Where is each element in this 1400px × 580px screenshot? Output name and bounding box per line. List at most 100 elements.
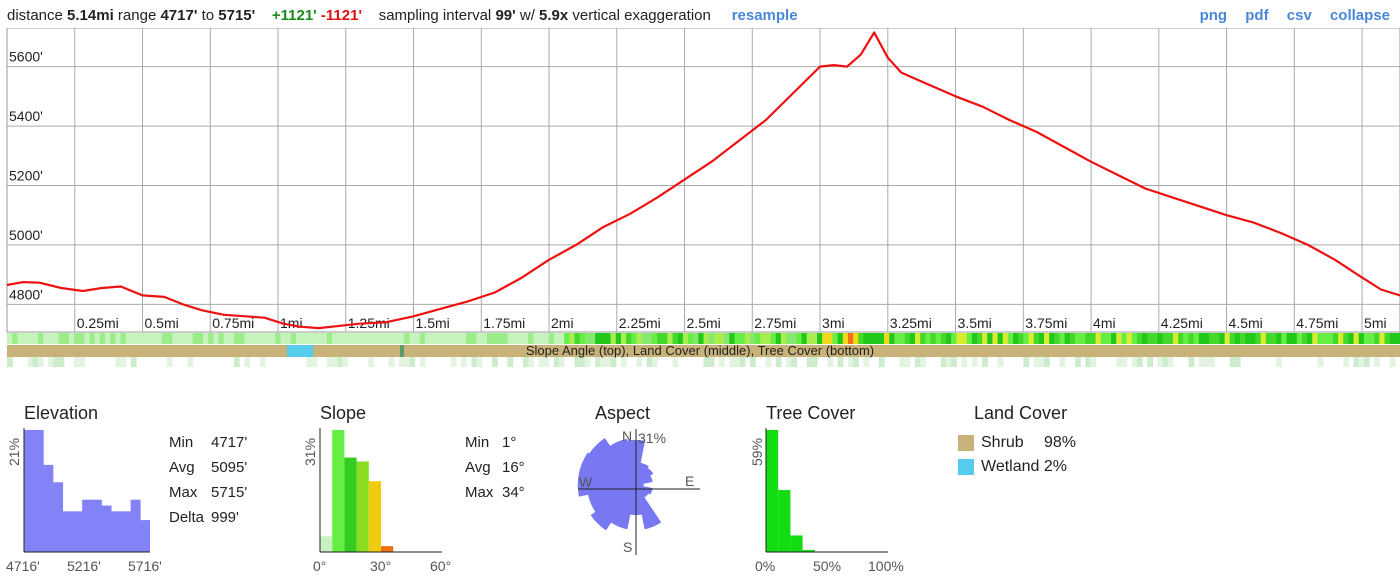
slope-segment xyxy=(662,333,668,344)
aspect-petal xyxy=(635,484,662,530)
slope-segment xyxy=(368,333,374,344)
tree-cover-segment xyxy=(419,357,426,367)
x-tick-label: 0.5mi xyxy=(145,315,179,331)
slope-segment xyxy=(548,333,555,344)
slope-segment xyxy=(827,333,834,344)
tree-cover-segment xyxy=(863,357,870,367)
slope-segment xyxy=(1188,333,1195,344)
shrub-swatch xyxy=(958,435,974,451)
slope-segment xyxy=(873,333,880,344)
slope-segment xyxy=(806,333,813,344)
tree-tick-mid: 50% xyxy=(813,558,842,574)
tree-cover-segment xyxy=(1023,357,1030,367)
tree-cover-segment xyxy=(559,357,565,367)
slope-segment xyxy=(161,333,168,344)
slope-segment xyxy=(636,333,643,344)
slope-segment xyxy=(321,333,328,344)
resample-link[interactable]: resample xyxy=(731,7,798,24)
elevation-histogram xyxy=(23,428,150,553)
elevation-profile-chart[interactable]: 4800' 5000' 5200' 5400' 5600' 0.25mi 0.5mi 0.75… xyxy=(0,28,1400,333)
slope-segment xyxy=(847,333,854,344)
tree-tick-max: 100% xyxy=(868,558,904,574)
land-cover-other-segment xyxy=(400,345,404,357)
elevation-hist-bar xyxy=(140,520,150,552)
slope-segment xyxy=(786,333,792,344)
slope-segment xyxy=(739,333,746,344)
range-max: 5715' xyxy=(218,7,256,24)
slope-segment xyxy=(1111,333,1117,344)
interval-label: sampling interval xyxy=(378,7,492,24)
aspect-petal xyxy=(609,438,637,486)
elevation-hist-bar xyxy=(62,511,73,552)
slope-segment xyxy=(445,333,452,344)
slope-segment xyxy=(316,333,323,344)
tree-cover-segment xyxy=(1085,357,1092,367)
tree-cover-segment xyxy=(1131,357,1138,367)
slope-segment xyxy=(1369,333,1375,344)
slope-hist-bar xyxy=(368,481,381,552)
slope-segment xyxy=(234,333,240,344)
pdf-link[interactable]: pdf xyxy=(1245,7,1269,24)
tree-cover-segment xyxy=(1116,357,1122,367)
tree-cover-segment xyxy=(1188,357,1195,367)
slope-segment xyxy=(703,333,710,344)
slope-segment xyxy=(461,333,467,344)
slope-segment xyxy=(755,333,761,344)
slope-segment xyxy=(976,333,983,344)
slope-segment xyxy=(383,333,390,344)
slope-segment xyxy=(595,333,601,344)
slope-segment xyxy=(166,333,173,344)
slope-segment xyxy=(270,333,276,344)
slope-segment xyxy=(1214,333,1221,344)
tree-cover-segment xyxy=(827,357,834,367)
slope-segment xyxy=(1322,333,1329,344)
slope-hist-bar xyxy=(381,546,394,552)
slope-segment xyxy=(27,333,34,344)
png-link[interactable]: png xyxy=(1199,7,1228,24)
slope-segment xyxy=(878,333,885,344)
slope-segment xyxy=(290,333,297,344)
slope-segment xyxy=(564,333,570,344)
tree-hist-max-label: 59% xyxy=(749,437,765,466)
slope-segment xyxy=(1307,333,1313,344)
slope-segment xyxy=(574,333,581,344)
x-tick-label: 0.25mi xyxy=(77,315,119,331)
slope-segment xyxy=(68,333,75,344)
slope-segment xyxy=(280,333,287,344)
tree-cover-segment xyxy=(636,357,643,367)
slope-segment xyxy=(404,333,411,344)
slope-segment xyxy=(1121,333,1128,344)
slope-segment xyxy=(791,333,797,344)
tree-cover-hist-bar xyxy=(778,489,791,552)
slope-segment xyxy=(414,333,421,344)
slope-segment xyxy=(1312,333,1319,344)
slope-segment xyxy=(1157,333,1164,344)
csv-link[interactable]: csv xyxy=(1286,7,1312,24)
profile-summary: distance 5.14mi range 4717' to 5715' +11… xyxy=(7,0,798,32)
export-links: png pdf csv collapse xyxy=(1186,0,1390,32)
tree-cover-segment xyxy=(187,357,194,367)
tree-cover-segment xyxy=(476,357,483,367)
tree-cover-segment xyxy=(1136,357,1143,367)
slope-segment xyxy=(1069,333,1076,344)
slope-segment xyxy=(631,333,638,344)
slope-segment xyxy=(466,333,472,344)
elevation-tick-mid: 5216' xyxy=(67,558,101,574)
slope-segment xyxy=(120,333,127,344)
slope-segment xyxy=(301,333,307,344)
distance-value: 5.14mi xyxy=(67,7,114,24)
slope-segment xyxy=(657,333,663,344)
slope-segment xyxy=(1018,333,1024,344)
slope-segment xyxy=(1095,333,1102,344)
slope-segment xyxy=(285,333,292,344)
tree-cover-segment xyxy=(1044,357,1050,367)
land-cover-shrub-segment xyxy=(7,345,1400,357)
slope-segment xyxy=(1255,333,1262,344)
tree-cover-hist-bar xyxy=(790,535,803,552)
elevation-panel-title: Elevation xyxy=(24,403,99,423)
tree-cover-segment xyxy=(388,357,395,367)
slope-segment xyxy=(811,333,818,344)
collapse-link[interactable]: collapse xyxy=(1329,7,1390,24)
slope-hist-bar xyxy=(332,430,345,552)
x-tick-label: 0.75mi xyxy=(212,315,254,331)
